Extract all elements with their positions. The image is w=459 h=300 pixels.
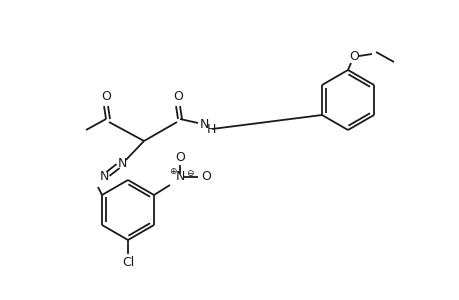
Text: O: O — [175, 151, 185, 164]
Text: N: N — [199, 118, 208, 130]
Text: ⊖: ⊖ — [186, 169, 193, 178]
Text: H: H — [206, 122, 215, 136]
Text: N: N — [99, 170, 108, 184]
Text: Cl: Cl — [122, 256, 134, 268]
Text: N: N — [117, 157, 126, 169]
Text: N: N — [175, 170, 184, 184]
Text: O: O — [101, 89, 111, 103]
Text: O: O — [173, 89, 183, 103]
Text: O: O — [201, 170, 211, 184]
Text: ⊕: ⊕ — [169, 167, 176, 176]
Text: O: O — [348, 50, 358, 62]
